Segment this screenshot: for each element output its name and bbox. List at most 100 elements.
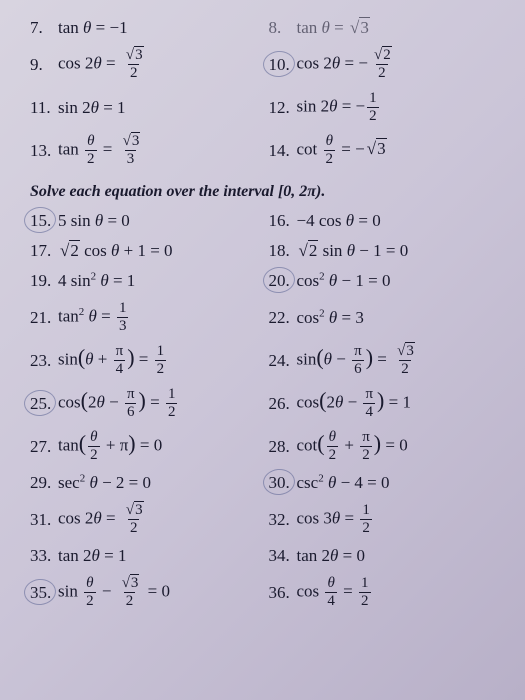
prob-num: 14. bbox=[269, 141, 291, 161]
prob-num: 28. bbox=[269, 437, 291, 457]
problem-9: 9. cos 2θ = 32 bbox=[30, 48, 269, 81]
prob-expr: tan 2θ = 0 bbox=[297, 546, 365, 566]
problem-14: 14. cot θ2 = −3 bbox=[269, 134, 508, 167]
problem-31: 31. cos 2θ = 32 bbox=[30, 503, 269, 536]
prob-num: 24. bbox=[269, 351, 291, 371]
prob-num: 16. bbox=[269, 211, 291, 231]
prob-expr: sin 2θ = −12 bbox=[297, 91, 381, 124]
problem-row: 33. tan 2θ = 1 34. tan 2θ = 0 bbox=[30, 546, 507, 566]
problem-15: 15. 5 sin θ = 0 bbox=[30, 211, 269, 231]
prob-num: 26. bbox=[269, 394, 291, 414]
problem-row: 9. cos 2θ = 32 10. cos 2θ = −22 bbox=[30, 48, 507, 81]
prob-num: 25. bbox=[30, 394, 52, 414]
problem-27: 27. tan(θ2 + π) = 0 bbox=[30, 430, 269, 463]
problem-20: 20. cos2 θ − 1 = 0 bbox=[269, 271, 508, 291]
problem-23: 23. sin(θ + π4) = 12 bbox=[30, 344, 269, 377]
problem-25: 25. cos(2θ − π6) = 12 bbox=[30, 387, 269, 420]
problem-row: 25. cos(2θ − π6) = 12 26. cos(2θ − π4) =… bbox=[30, 387, 507, 420]
problem-row: 23. sin(θ + π4) = 12 24. sin(θ − π6) = 3… bbox=[30, 344, 507, 377]
prob-expr: cos 2θ = −22 bbox=[297, 48, 396, 81]
prob-expr: 4 sin2 θ = 1 bbox=[58, 271, 135, 291]
prob-num: 15. bbox=[30, 211, 52, 231]
problem-10: 10. cos 2θ = −22 bbox=[269, 48, 508, 81]
problem-16: 16. −4 cos θ = 0 bbox=[269, 211, 508, 231]
problem-26: 26. cos(2θ − π4) = 1 bbox=[269, 387, 508, 420]
problem-34: 34. tan 2θ = 0 bbox=[269, 546, 508, 566]
prob-num: 29. bbox=[30, 473, 52, 493]
prob-num: 31. bbox=[30, 510, 52, 530]
problem-30: 30. csc2 θ − 4 = 0 bbox=[269, 473, 508, 493]
prob-num: 17. bbox=[30, 241, 52, 261]
problem-row: 27. tan(θ2 + π) = 0 28. cot(θ2 + π2) = 0 bbox=[30, 430, 507, 463]
prob-expr: cos(2θ − π4) = 1 bbox=[297, 387, 411, 420]
prob-num: 36. bbox=[269, 583, 291, 603]
problem-11: 11. sin 2θ = 1 bbox=[30, 98, 269, 118]
prob-num: 10. bbox=[269, 55, 291, 75]
prob-expr: tan θ = −1 bbox=[58, 18, 128, 38]
prob-num: 23. bbox=[30, 351, 52, 371]
prob-expr: sin(θ + π4) = 12 bbox=[58, 344, 168, 377]
prob-expr: tan θ = 3 bbox=[297, 18, 370, 38]
prob-expr: csc2 θ − 4 = 0 bbox=[297, 473, 390, 493]
prob-num: 18. bbox=[269, 241, 291, 261]
problem-19: 19. 4 sin2 θ = 1 bbox=[30, 271, 269, 291]
problem-row: 19. 4 sin2 θ = 1 20. cos2 θ − 1 = 0 bbox=[30, 271, 507, 291]
problem-row: 29. sec2 θ − 2 = 0 30. csc2 θ − 4 = 0 bbox=[30, 473, 507, 493]
problem-28: 28. cot(θ2 + π2) = 0 bbox=[269, 430, 508, 463]
problem-row: 21. tan2 θ = 13 22. cos2 θ = 3 bbox=[30, 301, 507, 334]
prob-num: 34. bbox=[269, 546, 291, 566]
problem-17: 17. 2 cos θ + 1 = 0 bbox=[30, 241, 269, 261]
section-title: Solve each equation over the interval [0… bbox=[30, 183, 507, 201]
problem-row: 15. 5 sin θ = 0 16. −4 cos θ = 0 bbox=[30, 211, 507, 231]
prob-expr: 5 sin θ = 0 bbox=[58, 211, 130, 231]
prob-expr: cos(2θ − π6) = 12 bbox=[58, 387, 179, 420]
prob-num: 21. bbox=[30, 308, 52, 328]
prob-expr: cos2 θ − 1 = 0 bbox=[297, 271, 391, 291]
prob-expr: cos θ4 = 12 bbox=[297, 576, 373, 609]
prob-expr: cos 2θ = 32 bbox=[58, 48, 148, 81]
problem-21: 21. tan2 θ = 13 bbox=[30, 301, 269, 334]
prob-num: 27. bbox=[30, 437, 52, 457]
prob-num: 35. bbox=[30, 583, 52, 603]
prob-num: 7. bbox=[30, 18, 52, 38]
prob-num: 32. bbox=[269, 510, 291, 530]
prob-num: 33. bbox=[30, 546, 52, 566]
prob-expr: tan 2θ = 1 bbox=[58, 546, 126, 566]
prob-expr: −4 cos θ = 0 bbox=[297, 211, 381, 231]
problem-33: 33. tan 2θ = 1 bbox=[30, 546, 269, 566]
problem-22: 22. cos2 θ = 3 bbox=[269, 308, 508, 328]
prob-expr: 2 sin θ − 1 = 0 bbox=[297, 241, 409, 261]
prob-num: 9. bbox=[30, 55, 52, 75]
prob-expr: cos2 θ = 3 bbox=[297, 308, 364, 328]
prob-num: 22. bbox=[269, 308, 291, 328]
problem-row: 7. tan θ = −1 8. tan θ = 3 bbox=[30, 18, 507, 38]
prob-expr: tan2 θ = 13 bbox=[58, 301, 130, 334]
prob-expr: 2 cos θ + 1 = 0 bbox=[58, 241, 173, 261]
prob-num: 13. bbox=[30, 141, 52, 161]
prob-num: 20. bbox=[269, 271, 291, 291]
problem-12: 12. sin 2θ = −12 bbox=[269, 91, 508, 124]
prob-expr: tan θ2 = 33 bbox=[58, 134, 144, 167]
problem-35: 35. sin θ2 − 32 = 0 bbox=[30, 576, 269, 609]
problem-36: 36. cos θ4 = 12 bbox=[269, 576, 508, 609]
prob-num: 11. bbox=[30, 98, 52, 118]
prob-expr: sin θ2 − 32 = 0 bbox=[58, 576, 170, 609]
prob-expr: cos 2θ = 32 bbox=[58, 503, 148, 536]
problem-8: 8. tan θ = 3 bbox=[269, 18, 508, 38]
problem-29: 29. sec2 θ − 2 = 0 bbox=[30, 473, 269, 493]
problem-row: 17. 2 cos θ + 1 = 0 18. 2 sin θ − 1 = 0 bbox=[30, 241, 507, 261]
problem-row: 13. tan θ2 = 33 14. cot θ2 = −3 bbox=[30, 134, 507, 167]
prob-expr: cot θ2 = −3 bbox=[297, 134, 387, 167]
problem-32: 32. cos 3θ = 12 bbox=[269, 503, 508, 536]
prob-expr: cos 3θ = 12 bbox=[297, 503, 374, 536]
textbook-page: 7. tan θ = −1 8. tan θ = 3 9. cos 2θ = 3… bbox=[0, 0, 525, 637]
prob-num: 8. bbox=[269, 18, 291, 38]
prob-expr: tan(θ2 + π) = 0 bbox=[58, 430, 162, 463]
prob-num: 19. bbox=[30, 271, 52, 291]
problem-18: 18. 2 sin θ − 1 = 0 bbox=[269, 241, 508, 261]
problem-7: 7. tan θ = −1 bbox=[30, 18, 269, 38]
problem-24: 24. sin(θ − π6) = 32 bbox=[269, 344, 508, 377]
prob-expr: cot(θ2 + π2) = 0 bbox=[297, 430, 408, 463]
prob-num: 30. bbox=[269, 473, 291, 493]
problem-row: 31. cos 2θ = 32 32. cos 3θ = 12 bbox=[30, 503, 507, 536]
